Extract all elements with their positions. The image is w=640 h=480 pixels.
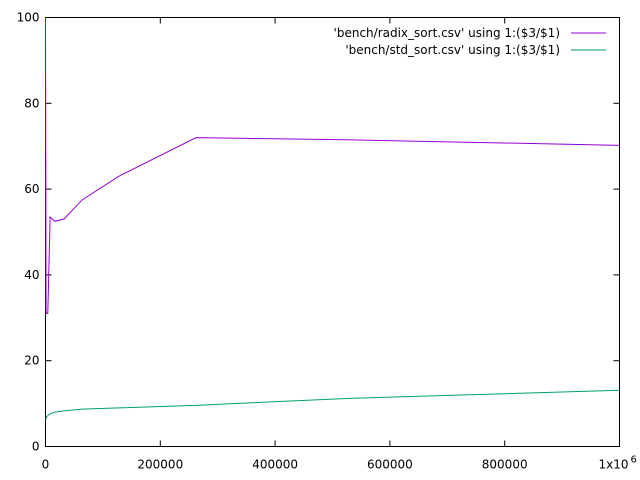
series-line-0 (45, 17, 620, 315)
legend-label-0: 'bench/radix_sort.csv' using 1:($3/$1) (334, 26, 560, 40)
y-tick-label: 80 (24, 96, 39, 110)
x-tick-label: 200000 (137, 458, 183, 472)
x-tick-label: 800000 (482, 458, 528, 472)
x-tick-exponent: 6 (631, 455, 637, 466)
series-line-1 (45, 389, 620, 421)
y-tick-label: 40 (24, 268, 39, 282)
x-tick-label: 600000 (367, 458, 413, 472)
legend-label-1: 'bench/std_sort.csv' using 1:($3/$1) (345, 43, 560, 57)
y-tick-label: 60 (24, 182, 39, 196)
legend: 'bench/radix_sort.csv' using 1:($3/$1) 'b… (334, 26, 606, 57)
x-tick-label: 400000 (252, 458, 298, 472)
axis-ticks: 0 20 40 60 80 100 0 200000 400000 600000 800000 1x1… (17, 11, 637, 472)
y-tick-label: 0 (32, 440, 40, 454)
series-lines (45, 17, 620, 421)
y-tick-label: 20 (24, 354, 39, 368)
y-tick-label: 100 (17, 11, 40, 25)
x-tick-label: 0 (42, 458, 50, 472)
x-tick-label: 1x10 (598, 458, 628, 472)
plot-frame (45, 17, 620, 447)
